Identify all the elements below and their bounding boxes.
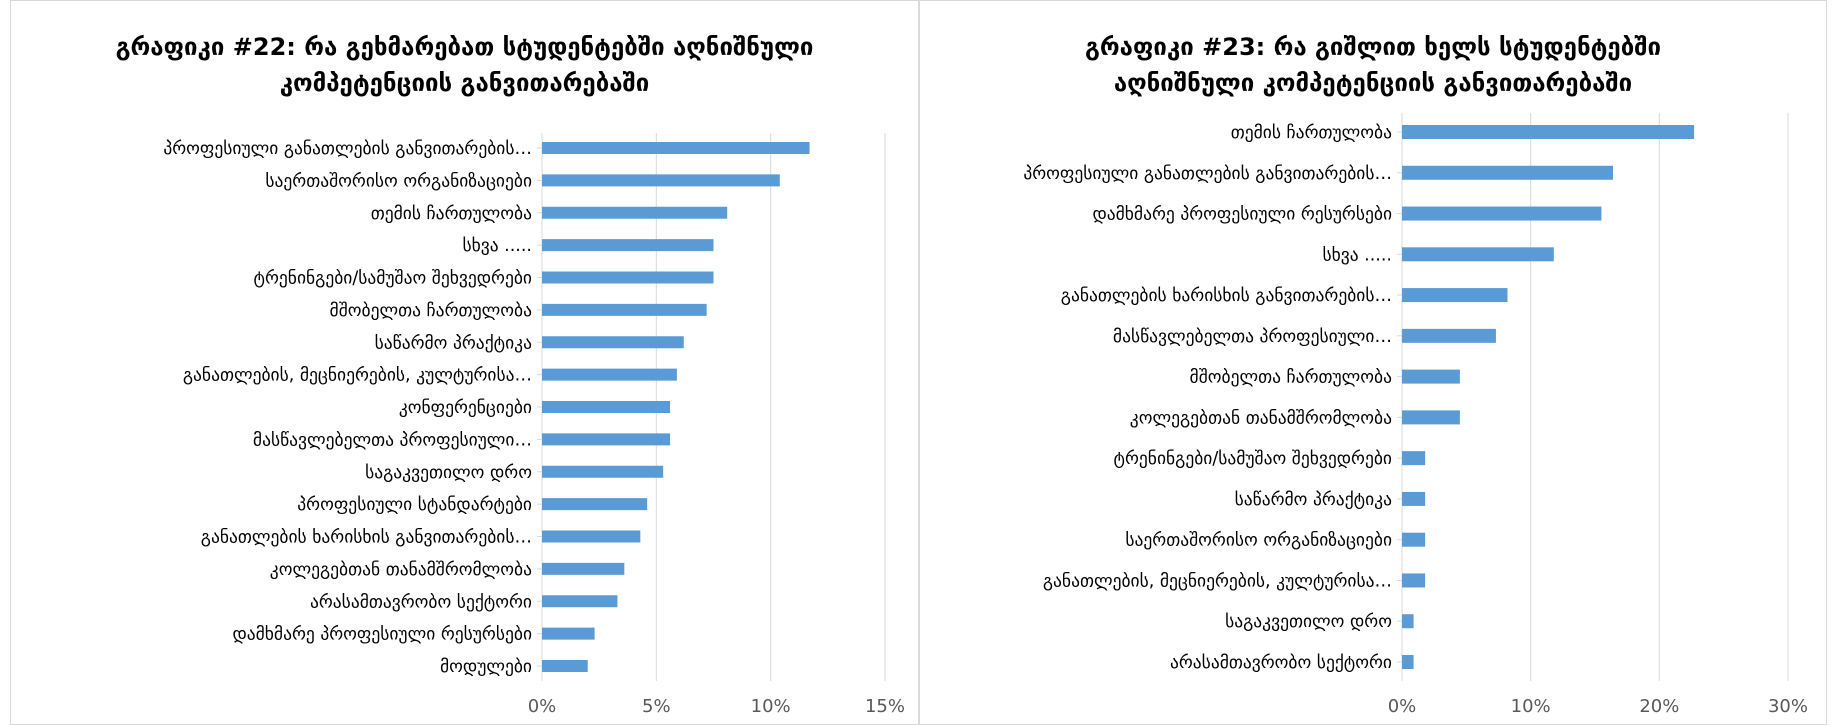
chart-23-title: გრაფიკი #23: რა გიშლით ხელს სტუდენტებში … xyxy=(920,29,1826,101)
bar xyxy=(542,530,641,543)
bar xyxy=(1402,247,1554,262)
category-label: პროფესიული განათლების განვითარების… xyxy=(1023,163,1392,184)
bar xyxy=(542,206,728,219)
bar xyxy=(542,271,714,284)
category-label: ტრენინგები/სამუშაო შეხვედრები xyxy=(254,268,532,289)
category-label: კონფერენციები xyxy=(399,397,532,418)
bar xyxy=(1402,614,1414,629)
category-label: დამხმარე პროფესიული რესურსები xyxy=(232,624,532,645)
bar xyxy=(542,627,595,640)
bar xyxy=(1402,451,1426,466)
bar xyxy=(542,562,625,575)
bar xyxy=(1402,491,1426,506)
category-label: მშობელთა ჩართულობა xyxy=(1190,367,1393,388)
chart-panel-right: 0% 10% 20% 30% თემის ჩართულობა პროფესიული გან… xyxy=(919,0,1827,725)
category-label: განათლების ხარისხის განვითარების… xyxy=(1061,285,1392,306)
bar xyxy=(1402,328,1496,343)
category-label: სხვა ..... xyxy=(462,236,532,256)
bar xyxy=(542,239,714,252)
bar xyxy=(542,595,618,608)
bar xyxy=(542,498,648,511)
category-label: თემის ჩართულობა xyxy=(371,203,532,224)
bar xyxy=(542,465,664,478)
category-label: მასწავლებელთა პროფესიული… xyxy=(253,429,532,450)
bar xyxy=(1402,573,1426,588)
chart-22-title-line-1: გრაფიკი #22: რა გეხმარებათ სტუდენტებში ა… xyxy=(115,33,814,61)
x-tick-label: 10% xyxy=(751,696,791,717)
x-tick-label: 0% xyxy=(528,696,557,717)
bar xyxy=(1402,206,1602,221)
category-label: განათლების, მეცნიერების, კულტურისა… xyxy=(1043,570,1392,591)
category-label: საერთაშორისო ორგანიზაციები xyxy=(265,170,532,191)
category-label: არასამთავრობო სექტორი xyxy=(1170,652,1392,673)
category-label: საგაკვეთილო დრო xyxy=(365,462,532,483)
bar xyxy=(1402,288,1508,303)
chart-22-title: გრაფიკი #22: რა გეხმარებათ სტუდენტებში ა… xyxy=(11,29,918,101)
bar xyxy=(1402,532,1426,547)
bar xyxy=(542,401,671,413)
x-tick-label: 15% xyxy=(865,696,905,717)
category-label: კოლეგებთან თანამშრომლობა xyxy=(1130,407,1392,428)
bar xyxy=(542,660,588,672)
bar xyxy=(542,368,677,381)
chart-23-title-line-2: აღნიშნული კომპეტენციის განვითარებაში xyxy=(1113,69,1633,97)
bar xyxy=(542,174,780,187)
bar xyxy=(1402,369,1460,384)
bar xyxy=(542,433,671,446)
bar xyxy=(1402,410,1460,425)
category-label: მასწავლებელთა პროფესიული… xyxy=(1113,326,1392,347)
x-tick-label: 5% xyxy=(642,696,671,717)
chart-panel-left: 0% 5% 10% 15% პროფესიული განათლების განვითარ… xyxy=(10,0,919,725)
x-tick-label: 0% xyxy=(1388,696,1417,717)
category-label: მშობელთა ჩართულობა xyxy=(330,300,533,321)
chart-22-plot: 0% 5% 10% 15% პროფესიული განათლების განვითარ… xyxy=(163,133,905,717)
category-label: თემის ჩართულობა xyxy=(1231,122,1392,143)
bar xyxy=(542,336,684,349)
category-label: დამხმარე პროფესიული რესურსები xyxy=(1092,204,1392,225)
category-label: კოლეგებთან თანამშრომლობა xyxy=(270,559,532,580)
category-label: საწარმო პრაქტიკა xyxy=(375,332,532,353)
category-label: პროფესიული სტანდარტები xyxy=(297,494,532,515)
bar xyxy=(542,142,810,154)
category-label: საგაკვეთილო დრო xyxy=(1225,611,1392,632)
category-label: მოდულები xyxy=(440,657,532,677)
bar xyxy=(1402,165,1614,180)
category-label: საერთაშორისო ორგანიზაციები xyxy=(1125,530,1392,551)
x-tick-label: 20% xyxy=(1639,696,1679,717)
bar xyxy=(1402,125,1695,139)
chart-23-plot: 0% 10% 20% 30% თემის ჩართულობა პროფესიული გან… xyxy=(1023,113,1808,717)
x-tick-label: 30% xyxy=(1768,696,1808,717)
chart-23-title-line-1: გრაფიკი #23: რა გიშლით ხელს სტუდენტებში xyxy=(1084,33,1662,61)
x-tick-label: 10% xyxy=(1511,696,1551,717)
bar xyxy=(1402,655,1414,669)
category-label: არასამთავრობო სექტორი xyxy=(310,591,532,612)
chart-22-title-line-2: კომპეტენციის განვითარებაში xyxy=(279,69,650,97)
category-label: განათლების, მეცნიერების, კულტურისა… xyxy=(183,365,532,386)
category-label: განათლების ხარისხის განვითარების… xyxy=(201,527,532,548)
bar xyxy=(542,303,707,316)
category-label: საწარმო პრაქტიკა xyxy=(1235,489,1392,510)
category-label: სხვა ..... xyxy=(1322,245,1392,265)
category-label: პროფესიული განათლების განვითარების… xyxy=(163,138,532,159)
category-label: ტრენინგები/სამუშაო შეხვედრები xyxy=(1114,448,1392,469)
